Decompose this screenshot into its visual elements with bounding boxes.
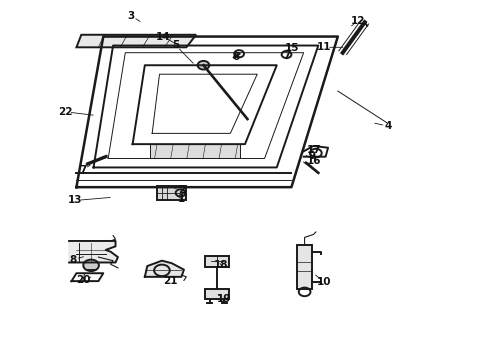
Polygon shape [157,186,186,200]
Polygon shape [205,256,229,267]
Text: 17: 17 [307,145,322,155]
Polygon shape [69,241,118,262]
Text: 21: 21 [163,276,177,286]
Text: 9: 9 [309,151,316,161]
Text: 2: 2 [178,185,185,195]
Text: 13: 13 [68,195,83,206]
Polygon shape [205,289,229,299]
Text: 14: 14 [156,32,170,41]
Text: 10: 10 [317,277,331,287]
Text: 5: 5 [172,40,179,50]
Text: 16: 16 [307,156,321,166]
Text: 20: 20 [76,275,91,285]
Circle shape [83,260,99,271]
Polygon shape [145,261,184,277]
Text: 4: 4 [385,121,392,131]
Circle shape [197,61,209,69]
Text: 15: 15 [285,43,300,53]
Text: 12: 12 [351,17,366,27]
Text: 1: 1 [178,194,185,204]
Text: 11: 11 [317,42,331,52]
Text: 8: 8 [70,255,76,265]
Text: 18: 18 [214,260,229,270]
Polygon shape [150,144,240,158]
Polygon shape [297,244,313,289]
Polygon shape [76,35,196,47]
Text: 6: 6 [233,52,240,62]
Text: 7: 7 [79,165,86,175]
Text: 22: 22 [58,107,73,117]
Text: 3: 3 [127,11,135,21]
Text: 19: 19 [217,294,231,304]
